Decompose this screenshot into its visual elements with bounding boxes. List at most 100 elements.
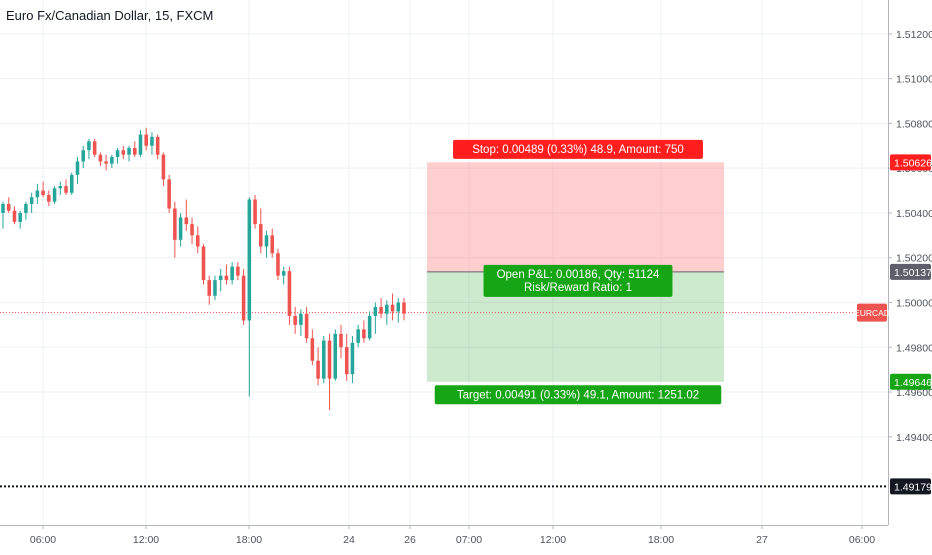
y-tick-label: 1.49400: [896, 432, 932, 444]
candle-body: [35, 190, 40, 198]
stop-label: Stop: 0.00489 (0.33%) 48.9, Amount: 750: [453, 139, 703, 159]
candle-body: [184, 217, 189, 225]
pnl-label-box: [483, 264, 673, 297]
symbol-tag: EURCAD: [854, 303, 890, 322]
candle-body: [127, 148, 131, 155]
candle-body: [92, 141, 97, 155]
candle-body: [75, 161, 80, 175]
candle-body: [12, 210, 17, 222]
candle-body: [287, 271, 292, 316]
x-tick-label: 12:00: [133, 534, 159, 546]
candle-body: [390, 304, 395, 312]
candle-body: [81, 150, 85, 162]
y-tick-label: 1.51200: [896, 29, 932, 41]
candle-body: [373, 306, 378, 316]
candle-body: [201, 246, 206, 281]
y-tick-label: 1.50400: [896, 208, 932, 220]
stop-price-tag: 1.50626: [890, 154, 932, 171]
candle-body: [276, 253, 280, 276]
candle-body: [293, 315, 297, 325]
candle-body: [29, 197, 34, 204]
stop-price-tag-box: [890, 154, 931, 171]
candle-body: [110, 156, 114, 164]
target-price-tag: 1.49646: [890, 373, 932, 390]
candle-body: [304, 313, 309, 339]
candle-body: [379, 306, 383, 314]
candle-body: [310, 338, 315, 361]
candle-body: [259, 224, 263, 247]
candles: [1, 127, 406, 410]
candle-body: [115, 150, 120, 157]
entry-price-tag-text: 1.50137: [894, 267, 932, 279]
candle-body: [344, 347, 349, 375]
y-tick-label: 1.50200: [896, 253, 932, 265]
candle-body: [247, 199, 252, 321]
chart-title: Euro Fx/Canadian Dollar, 15, FXCM: [6, 8, 214, 23]
candle-body: [322, 340, 326, 379]
x-tick-label: 24: [343, 534, 355, 546]
candle-body: [350, 342, 355, 375]
candle-body: [264, 235, 269, 247]
candle-body: [207, 280, 212, 296]
candle-body: [190, 224, 194, 236]
pnl-label-text: Open P&L: 0.00186, Qty: 51124: [497, 269, 660, 281]
line-price-tag-box: [890, 478, 931, 495]
x-tick-label: 12:00: [540, 534, 566, 546]
candle-body: [270, 235, 275, 254]
candle-body: [316, 360, 320, 379]
y-tick-label: 1.50800: [896, 118, 932, 130]
candle-body: [167, 179, 171, 209]
candle-body: [385, 304, 389, 314]
candle-body: [155, 136, 160, 155]
line-price-tag: 1.49179: [890, 478, 932, 495]
pnl-label: Open P&L: 0.00186, Qty: 51124Risk/Reward…: [483, 264, 673, 297]
candle-body: [327, 340, 332, 379]
candle-body: [213, 280, 217, 296]
entry-price-tag-box: [890, 263, 931, 280]
entry-price-tag: 1.50137: [890, 263, 932, 280]
candle-body: [6, 203, 11, 211]
candle-body: [58, 186, 63, 189]
candle-body: [253, 199, 257, 225]
candle-body: [241, 275, 246, 321]
candle-body: [52, 188, 57, 202]
price-lines: [0, 312, 888, 488]
candle-body: [195, 235, 200, 247]
target-label: Target: 0.00491 (0.33%) 49.1, Amount: 12…: [434, 385, 722, 405]
candle-body: [333, 333, 338, 379]
stop-price-tag-text: 1.50626: [894, 157, 932, 169]
symbol-tag-box: [857, 303, 887, 322]
candle-body: [121, 150, 126, 155]
candle-body: [396, 302, 401, 312]
candle-body: [367, 315, 372, 339]
candle-body: [150, 136, 154, 146]
target-price-tag-box: [890, 373, 931, 390]
target-label-text: Target: 0.00491 (0.33%) 49.1, Amount: 12…: [457, 389, 699, 401]
candle-body: [24, 203, 28, 213]
candle-body: [236, 266, 240, 276]
candle-body: [224, 275, 229, 281]
x-tick-label: 27: [756, 534, 768, 546]
stop-label-box: [453, 139, 703, 159]
candle-body: [178, 217, 183, 240]
position-labels: Stop: 0.00489 (0.33%) 48.9, Amount: 750 O…: [434, 139, 722, 405]
candle-body: [64, 186, 68, 193]
stop-label-text: Stop: 0.00489 (0.33%) 48.9, Amount: 750: [472, 144, 684, 156]
candle-body: [69, 174, 74, 193]
x-tick-label: 18:00: [236, 534, 262, 546]
candle-body: [218, 275, 223, 281]
candle-body: [18, 212, 22, 222]
x-tick-label: 07:00: [456, 534, 482, 546]
candle-body: [138, 134, 143, 155]
candle-body: [362, 329, 366, 339]
symbol-tag-text: EURCAD: [854, 308, 890, 318]
candle-body: [173, 208, 177, 240]
candle-body: [98, 154, 103, 162]
candle-body: [356, 329, 360, 343]
y-tick-label: 1.51000: [896, 74, 932, 86]
y-tick-label: 1.49800: [896, 342, 932, 354]
x-tick-label: 26: [404, 534, 416, 546]
